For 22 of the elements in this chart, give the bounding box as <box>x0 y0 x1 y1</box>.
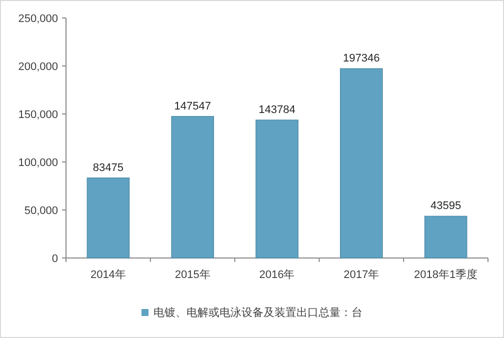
bar <box>86 178 130 258</box>
data-label: 83475 <box>92 162 124 174</box>
data-label: 197346 <box>343 52 380 65</box>
bar <box>424 216 468 258</box>
x-tick-label: 2016年 <box>259 269 295 281</box>
x-tick-label: 2018年1季度 <box>414 268 478 281</box>
x-tick-label: 2014年 <box>90 269 126 281</box>
y-tick-label: 0 <box>52 253 58 265</box>
data-label: 147547 <box>174 100 211 112</box>
bar <box>256 120 298 258</box>
y-tick-label: 200,000 <box>18 61 58 73</box>
x-tick-label: 2015年 <box>174 269 210 281</box>
bar <box>340 68 383 258</box>
bar <box>171 116 214 258</box>
y-tick-label: 50,000 <box>24 205 58 217</box>
x-tick-label: 2017年 <box>344 269 380 281</box>
data-label: 43595 <box>430 200 462 212</box>
y-tick-label: 100,000 <box>18 157 58 169</box>
y-tick-label: 250,000 <box>18 13 58 25</box>
y-tick-label: 150,000 <box>18 109 58 121</box>
data-label: 143784 <box>258 104 296 116</box>
legend-label: 电镀、电解或电泳设备及装置出口总量：台 <box>154 306 362 319</box>
